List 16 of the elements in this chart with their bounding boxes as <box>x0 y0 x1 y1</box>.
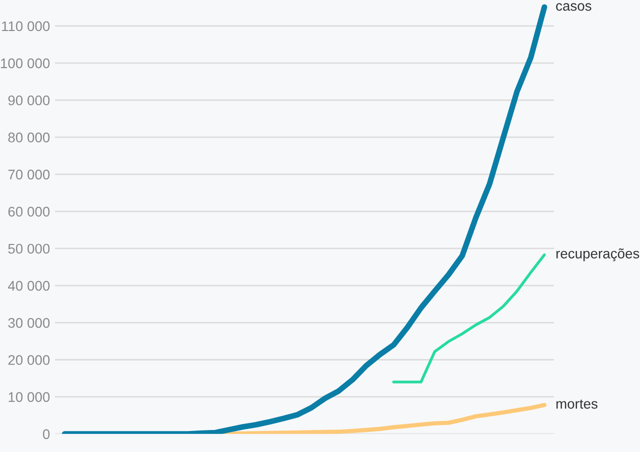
y-tick-label: 40 000 <box>8 280 50 291</box>
series-label: casos <box>556 3 592 11</box>
y-tick-label: 70 000 <box>8 170 50 180</box>
series-label: mortes <box>556 400 598 409</box>
series-label: recuperações <box>556 248 640 262</box>
y-tick-label: 10 000 <box>8 392 50 402</box>
y-tick-label: 110 000 <box>2 21 50 32</box>
line-series <box>392 253 546 384</box>
y-tick-label: 20 000 <box>8 355 50 365</box>
y-tick-label: 0 <box>42 429 50 440</box>
y-tick-label: 100 000 <box>1 58 50 68</box>
y-tick-label: 90 000 <box>8 95 50 106</box>
y-tick-label: 80 000 <box>8 132 50 142</box>
y-tick-label: 50 000 <box>8 244 50 254</box>
y-tick-label: 30 000 <box>8 318 50 328</box>
y-tick-label: 60 000 <box>8 206 50 217</box>
